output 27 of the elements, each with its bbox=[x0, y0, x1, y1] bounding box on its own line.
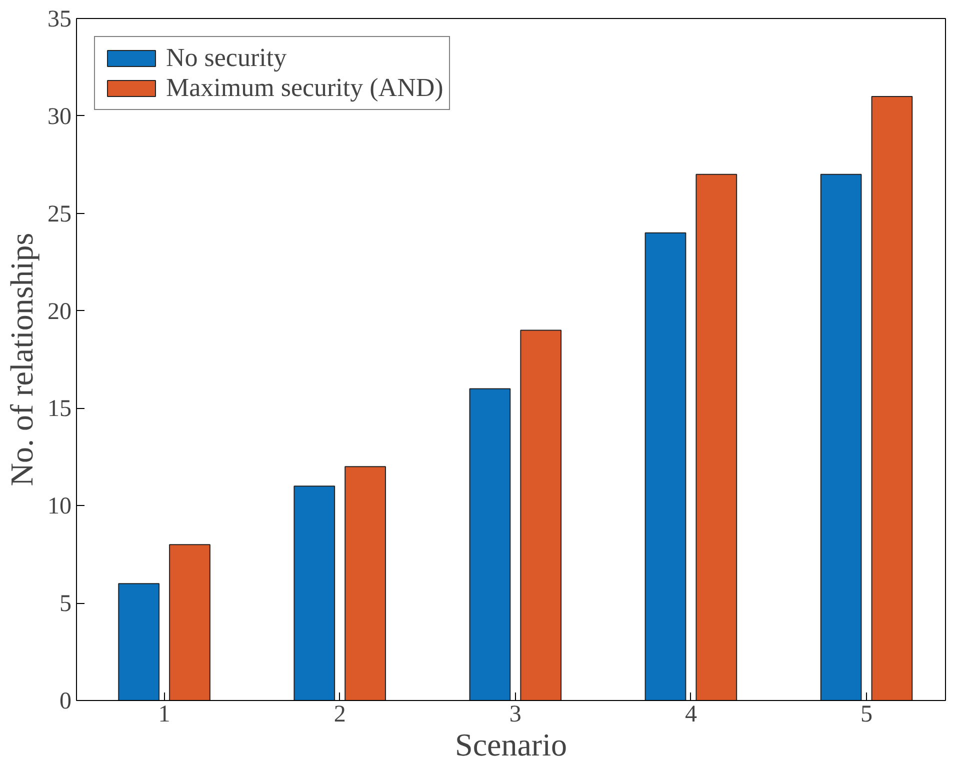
bar bbox=[169, 544, 210, 700]
x-tick-label: 3 bbox=[509, 702, 522, 728]
bar bbox=[118, 583, 160, 700]
bar bbox=[871, 96, 913, 700]
y-tick-label: 20 bbox=[48, 298, 72, 325]
bar bbox=[520, 330, 562, 700]
bar bbox=[344, 466, 386, 700]
bar bbox=[696, 174, 738, 700]
legend-label: No security bbox=[166, 43, 287, 73]
y-tick-label: 5 bbox=[60, 591, 72, 618]
x-axis-title: Scenario bbox=[455, 726, 567, 762]
y-tick-label: 35 bbox=[48, 6, 72, 32]
legend-label: Maximum security (AND) bbox=[166, 73, 444, 103]
bar bbox=[469, 388, 511, 700]
y-tick-label: 10 bbox=[48, 494, 72, 520]
bar bbox=[820, 174, 862, 700]
bar bbox=[294, 486, 336, 700]
x-tick-label: 1 bbox=[158, 702, 170, 728]
y-tick-label: 25 bbox=[48, 201, 72, 228]
x-tick-label: 5 bbox=[860, 702, 872, 728]
y-tick-label: 30 bbox=[48, 104, 72, 130]
y-tick-label: 0 bbox=[60, 688, 72, 714]
y-tick-label: 15 bbox=[48, 396, 72, 422]
x-tick-label: 4 bbox=[684, 702, 697, 728]
y-axis-title: No. of relationships bbox=[4, 232, 40, 486]
x-tick-label: 2 bbox=[334, 702, 346, 728]
bar bbox=[644, 232, 686, 700]
